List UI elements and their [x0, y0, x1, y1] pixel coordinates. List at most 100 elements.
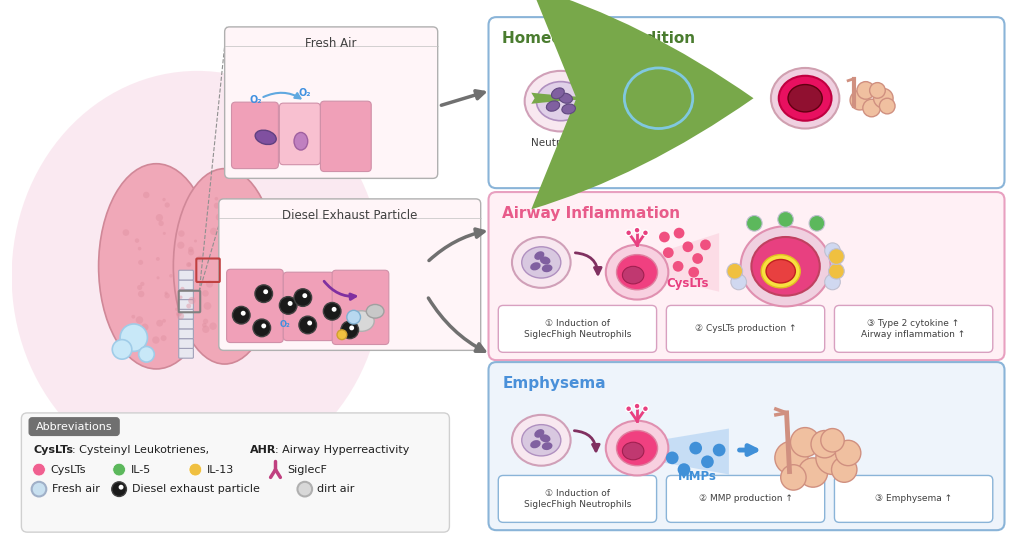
Ellipse shape: [558, 93, 573, 103]
Circle shape: [235, 224, 239, 228]
Circle shape: [189, 463, 202, 476]
Circle shape: [850, 90, 870, 110]
Text: O₂: O₂: [280, 321, 291, 329]
Circle shape: [111, 482, 127, 497]
Text: SiglecF: SiglecF: [287, 465, 327, 475]
Circle shape: [674, 228, 684, 238]
Circle shape: [179, 295, 183, 299]
Text: ② CysLTs production ↑: ② CysLTs production ↑: [694, 324, 796, 334]
Text: Homeostatic condition: Homeostatic condition: [502, 31, 695, 46]
Ellipse shape: [174, 168, 276, 364]
Circle shape: [177, 313, 180, 315]
Text: Fresh Air: Fresh Air: [305, 37, 357, 49]
Circle shape: [132, 315, 135, 318]
Circle shape: [181, 287, 185, 291]
FancyBboxPatch shape: [179, 280, 193, 290]
Ellipse shape: [605, 245, 669, 300]
Circle shape: [811, 430, 838, 458]
Circle shape: [790, 428, 820, 457]
Text: Fresh air: Fresh air: [52, 484, 100, 494]
Circle shape: [250, 220, 256, 226]
Circle shape: [123, 229, 130, 236]
Ellipse shape: [349, 311, 374, 331]
Text: Diesel exhaust particle: Diesel exhaust particle: [132, 484, 259, 494]
Circle shape: [727, 264, 742, 279]
Circle shape: [857, 82, 875, 99]
Circle shape: [673, 261, 683, 272]
Circle shape: [659, 232, 670, 243]
Circle shape: [688, 267, 699, 278]
Ellipse shape: [530, 262, 541, 271]
Ellipse shape: [740, 226, 830, 307]
Circle shape: [261, 323, 266, 328]
Circle shape: [164, 293, 169, 299]
Circle shape: [162, 198, 165, 201]
Circle shape: [138, 260, 143, 265]
Circle shape: [263, 289, 269, 294]
Ellipse shape: [530, 440, 541, 448]
Text: IL-13: IL-13: [207, 465, 234, 475]
Circle shape: [136, 316, 143, 324]
Circle shape: [700, 239, 711, 250]
FancyBboxPatch shape: [179, 349, 193, 358]
Circle shape: [187, 263, 191, 266]
Ellipse shape: [540, 257, 550, 265]
Circle shape: [663, 247, 674, 258]
Circle shape: [238, 284, 244, 290]
Circle shape: [141, 323, 148, 331]
FancyBboxPatch shape: [332, 270, 389, 344]
Circle shape: [294, 289, 311, 307]
Ellipse shape: [617, 430, 658, 466]
Ellipse shape: [512, 415, 571, 466]
Circle shape: [118, 485, 124, 490]
Circle shape: [206, 280, 213, 288]
Circle shape: [228, 327, 232, 331]
Circle shape: [203, 302, 211, 310]
FancyBboxPatch shape: [321, 101, 372, 172]
FancyBboxPatch shape: [667, 306, 825, 352]
Ellipse shape: [542, 442, 552, 450]
Circle shape: [112, 339, 132, 359]
Circle shape: [139, 346, 154, 362]
Circle shape: [324, 302, 341, 320]
Circle shape: [138, 291, 144, 298]
Circle shape: [634, 403, 640, 409]
Ellipse shape: [605, 421, 669, 476]
Circle shape: [798, 458, 828, 487]
Circle shape: [214, 197, 218, 201]
Circle shape: [169, 274, 173, 278]
Circle shape: [781, 465, 807, 490]
Circle shape: [156, 320, 163, 327]
Circle shape: [302, 293, 307, 298]
Text: IL-5: IL-5: [131, 465, 151, 475]
Circle shape: [140, 282, 144, 286]
Circle shape: [879, 98, 895, 114]
Circle shape: [682, 242, 693, 252]
Ellipse shape: [540, 434, 550, 442]
Ellipse shape: [542, 264, 552, 272]
Circle shape: [816, 441, 849, 475]
FancyBboxPatch shape: [232, 102, 279, 168]
Circle shape: [252, 249, 255, 251]
Ellipse shape: [512, 237, 571, 288]
Ellipse shape: [99, 164, 214, 369]
Text: ① Induction of
SiglecFhigh Neutrophils: ① Induction of SiglecFhigh Neutrophils: [524, 319, 631, 338]
Circle shape: [251, 243, 256, 248]
Circle shape: [210, 228, 217, 235]
Circle shape: [233, 306, 239, 312]
Circle shape: [701, 456, 714, 468]
Circle shape: [177, 311, 182, 316]
FancyBboxPatch shape: [667, 476, 825, 522]
Text: ② MMP production ↑: ② MMP production ↑: [698, 494, 792, 504]
Circle shape: [232, 314, 239, 320]
Circle shape: [349, 325, 354, 330]
Circle shape: [255, 285, 273, 302]
Circle shape: [112, 463, 126, 476]
Circle shape: [223, 295, 227, 299]
Circle shape: [307, 321, 312, 325]
Text: Neutrophils: Neutrophils: [531, 138, 591, 148]
Polygon shape: [659, 233, 719, 292]
Circle shape: [829, 249, 844, 264]
Text: CysLTs: CysLTs: [51, 465, 86, 475]
Ellipse shape: [534, 251, 544, 260]
